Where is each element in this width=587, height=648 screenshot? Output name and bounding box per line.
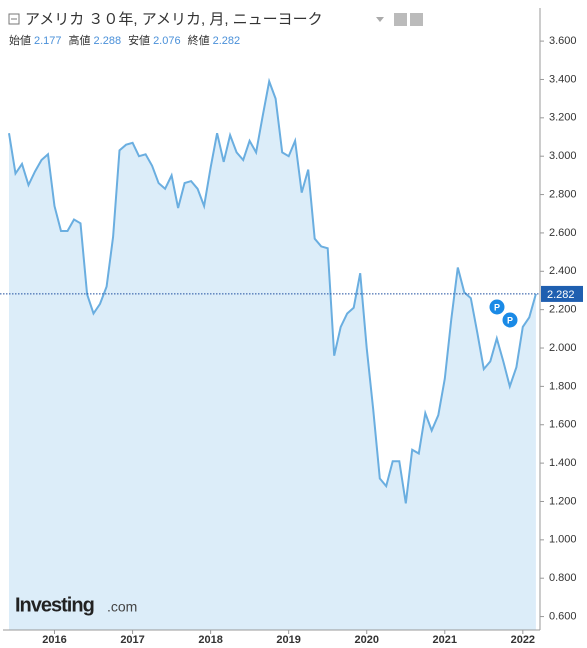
y-tick-label: 2.600 (549, 227, 577, 239)
ohlc-value: 2.282 (213, 35, 241, 47)
y-tick-label: 3.600 (549, 35, 577, 47)
event-marker[interactable] (489, 299, 505, 315)
eye-icon[interactable] (394, 13, 407, 26)
x-tick-label: 2018 (198, 634, 222, 646)
y-tick-label: 2.000 (549, 342, 577, 354)
y-tick-label: 2.200 (549, 304, 577, 316)
last-price-label: 2.282 (547, 289, 575, 301)
y-tick-label: 0.600 (549, 610, 577, 622)
ohlc-value: 2.177 (34, 35, 62, 47)
ohlc-label: 安値 (128, 33, 150, 47)
y-tick-label: 1.600 (549, 419, 577, 431)
y-tick-label: 2.400 (549, 265, 577, 277)
watermark-suffix: .com (107, 599, 137, 615)
watermark-brand: Investing (15, 594, 94, 616)
last-price-box (541, 285, 583, 302)
ohlc-value: 2.076 (153, 35, 181, 47)
y-tick-label: 1.000 (549, 534, 577, 546)
ohlc-label: 高値 (69, 33, 91, 47)
plot (0, 40, 544, 634)
event-marker-letter: P (494, 302, 500, 312)
y-tick-label: 1.400 (549, 457, 577, 469)
collapse-icon[interactable] (8, 13, 20, 25)
event-marker-letter: P (507, 315, 513, 325)
event-marker[interactable] (502, 312, 518, 328)
ohlc-label: 終値 (188, 33, 210, 47)
y-tick-label: 0.800 (549, 572, 577, 584)
ohlc-row: 始値 2.177 高値 2.288 安値 2.076 終値 2.282 (9, 33, 240, 47)
y-tick-label: 2.800 (549, 188, 577, 200)
y-tick-label: 3.000 (549, 150, 577, 162)
y-tick-label: 3.400 (549, 73, 577, 85)
area-fill (9, 81, 536, 630)
x-tick-label: 2017 (120, 634, 144, 646)
x-tick-label: 2022 (511, 634, 535, 646)
x-tick-label: 2016 (42, 634, 66, 646)
ohlc-value: 2.288 (94, 35, 122, 47)
x-tick-label: 2021 (433, 634, 457, 646)
settings-icon[interactable] (410, 13, 423, 26)
ohlc-label: 始値 (9, 33, 31, 47)
x-tick-label: 2020 (354, 634, 378, 646)
dropdown-arrow[interactable] (376, 17, 384, 22)
y-tick-label: 1.800 (549, 380, 577, 392)
y-tick-label: 1.200 (549, 495, 577, 507)
price-line (8, 77, 537, 504)
x-tick-label: 2019 (276, 634, 300, 646)
chart-title: アメリカ ３０年, アメリカ, 月, ニューヨーク (25, 11, 323, 28)
y-tick-label: 3.200 (549, 112, 577, 124)
